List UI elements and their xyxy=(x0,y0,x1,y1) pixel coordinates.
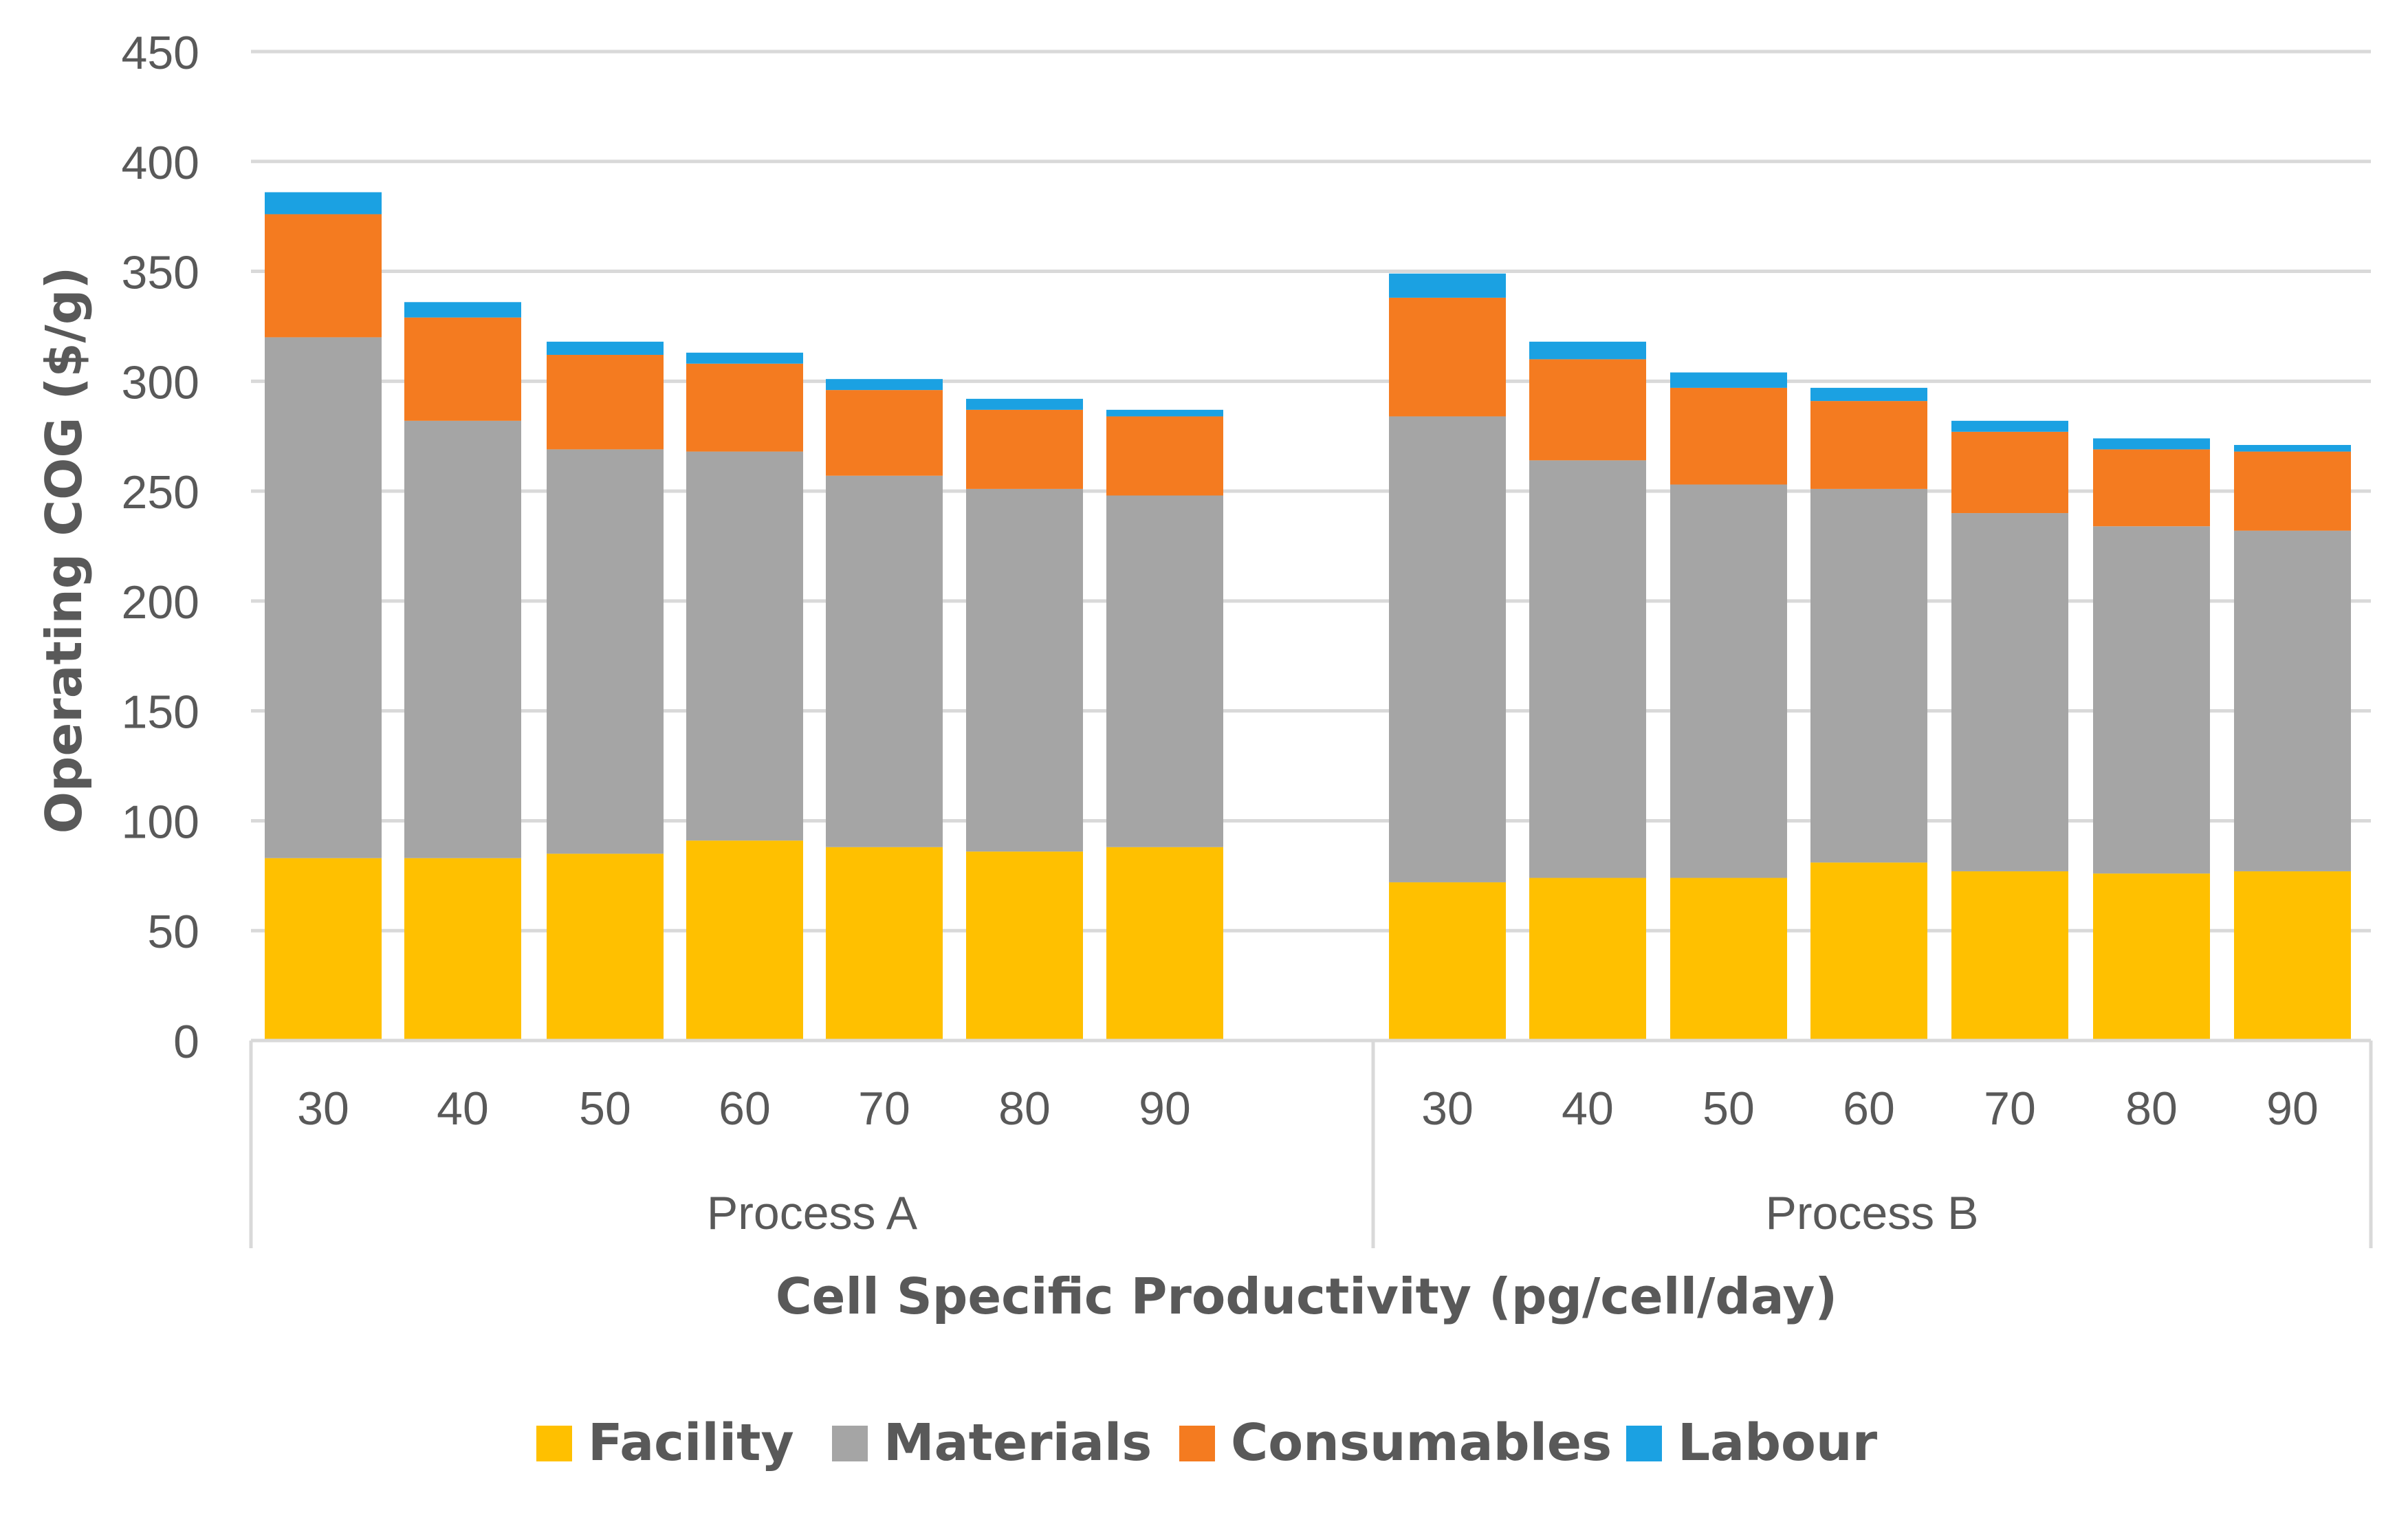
bar-segment-labour xyxy=(1670,372,1787,388)
bar-segment-materials xyxy=(1106,495,1223,847)
bar-segment-materials xyxy=(1951,513,2068,871)
bar-segment-materials xyxy=(826,475,943,847)
y-tick-label: 200 xyxy=(122,576,199,629)
y-tick-label: 150 xyxy=(122,686,199,739)
bar-segment-consumables xyxy=(2093,449,2210,527)
bar-segment-materials xyxy=(547,449,664,854)
bar-segment-consumables xyxy=(547,354,664,450)
y-axis-title: Operating COG ($/g) xyxy=(35,267,93,834)
bars xyxy=(265,192,2351,1041)
bar-segment-consumables xyxy=(1529,359,1646,461)
bar-segment-materials xyxy=(404,420,521,858)
bar-segment-consumables xyxy=(404,317,521,421)
bar-segment-materials xyxy=(2234,530,2351,871)
y-tick-label: 100 xyxy=(122,796,199,848)
x-tick-label: 80 xyxy=(2125,1082,2178,1135)
bar-segment-facility xyxy=(1389,882,1506,1041)
bar-segment-facility xyxy=(1529,878,1646,1041)
bar-segment-consumables xyxy=(265,214,382,338)
y-axis-ticks: 0 50 100 150 200 250 300 350 400 450 xyxy=(122,27,199,1068)
bar-segment-materials xyxy=(1810,488,1927,863)
y-tick-label: 300 xyxy=(122,356,199,409)
bar-segment-labour xyxy=(1106,409,1223,417)
bar-segment-materials xyxy=(686,451,803,841)
bar-segment-consumables xyxy=(1670,387,1787,485)
x-tick-label: 90 xyxy=(1139,1082,1191,1135)
bar-segment-consumables xyxy=(826,390,943,476)
x-tick-label: 70 xyxy=(1984,1082,2036,1135)
bar-segment-consumables xyxy=(686,363,803,452)
x-tick-label: 70 xyxy=(858,1082,910,1135)
y-tick-label: 450 xyxy=(122,27,199,79)
bar-segment-labour xyxy=(1529,341,1646,360)
bar-segment-materials xyxy=(2093,526,2210,874)
bar-segment-facility xyxy=(265,858,382,1041)
bar-segment-labour xyxy=(826,379,943,391)
y-tick-label: 250 xyxy=(122,466,199,519)
bar-segment-labour xyxy=(966,398,1083,410)
bar-segment-labour xyxy=(1951,420,2068,432)
x-tick-label: 50 xyxy=(1703,1082,1755,1135)
bar-segment-labour xyxy=(1389,273,1506,298)
x-tick-label: 80 xyxy=(998,1082,1051,1135)
bar-segment-materials xyxy=(966,488,1083,852)
x-axis-title: Cell Specific Productivity (pg/cell/day) xyxy=(776,1267,1837,1325)
x-tick-label: 50 xyxy=(579,1082,631,1135)
x-tick-label: 40 xyxy=(1562,1082,1614,1135)
legend-swatch-facility xyxy=(536,1426,572,1461)
legend-swatch-materials xyxy=(832,1426,868,1461)
legend-label-facility: Facility xyxy=(588,1413,794,1472)
bar-segment-facility xyxy=(1670,878,1787,1041)
bar-segment-labour xyxy=(265,192,382,215)
bar-segment-facility xyxy=(2093,873,2210,1041)
bar-segment-facility xyxy=(686,840,803,1041)
x-tick-label: 30 xyxy=(1421,1082,1474,1135)
x-tick-label: 60 xyxy=(1843,1082,1895,1135)
bar-segment-facility xyxy=(404,858,521,1041)
bar-segment-facility xyxy=(547,853,664,1041)
bar-segment-facility xyxy=(1810,862,1927,1041)
bar-segment-facility xyxy=(966,851,1083,1041)
bar-segment-facility xyxy=(1951,871,2068,1041)
bar-segment-consumables xyxy=(2234,451,2351,531)
y-tick-label: 50 xyxy=(147,906,199,958)
y-tick-label: 350 xyxy=(122,247,199,299)
bar-segment-labour xyxy=(2234,445,2351,452)
bar-segment-consumables xyxy=(966,409,1083,489)
bar-segment-materials xyxy=(1389,416,1506,882)
legend-swatch-labour xyxy=(1626,1426,1662,1461)
group-label: Process A xyxy=(707,1187,918,1239)
x-tick-label: 40 xyxy=(437,1082,489,1135)
bar-segment-materials xyxy=(1670,484,1787,878)
bar-segment-materials xyxy=(1529,460,1646,878)
bar-segment-facility xyxy=(826,847,943,1041)
bar-segment-labour xyxy=(686,352,803,364)
y-tick-label: 400 xyxy=(122,137,199,189)
bar-segment-labour xyxy=(547,341,664,355)
legend: Facility Materials Consumables Labour xyxy=(536,1413,1878,1472)
bar-segment-materials xyxy=(265,337,382,858)
y-tick-label: 0 xyxy=(173,1016,199,1068)
legend-swatch-consumables xyxy=(1179,1426,1215,1461)
bar-segment-consumables xyxy=(1389,297,1506,417)
bar-segment-consumables xyxy=(1810,401,1927,489)
bar-segment-labour xyxy=(2093,438,2210,450)
bar-segment-consumables xyxy=(1106,416,1223,496)
bar-segment-facility xyxy=(2234,871,2351,1041)
bar-segment-labour xyxy=(1810,387,1927,402)
x-tick-label: 30 xyxy=(297,1082,349,1135)
legend-label-consumables: Consumables xyxy=(1231,1413,1612,1472)
legend-label-labour: Labour xyxy=(1678,1413,1878,1472)
x-tick-label: 90 xyxy=(2266,1082,2319,1135)
x-axis: 30 40 50 60 70 80 90 30 40 50 60 70 80 90 Process A Pro… xyxy=(249,1038,2373,1248)
bar-segment-consumables xyxy=(1951,431,2068,514)
bar-segment-facility xyxy=(1106,847,1223,1041)
x-tick-label: 60 xyxy=(719,1082,771,1135)
bar-segment-labour xyxy=(404,302,521,318)
legend-label-materials: Materials xyxy=(884,1413,1152,1472)
group-label: Process B xyxy=(1766,1187,1979,1239)
